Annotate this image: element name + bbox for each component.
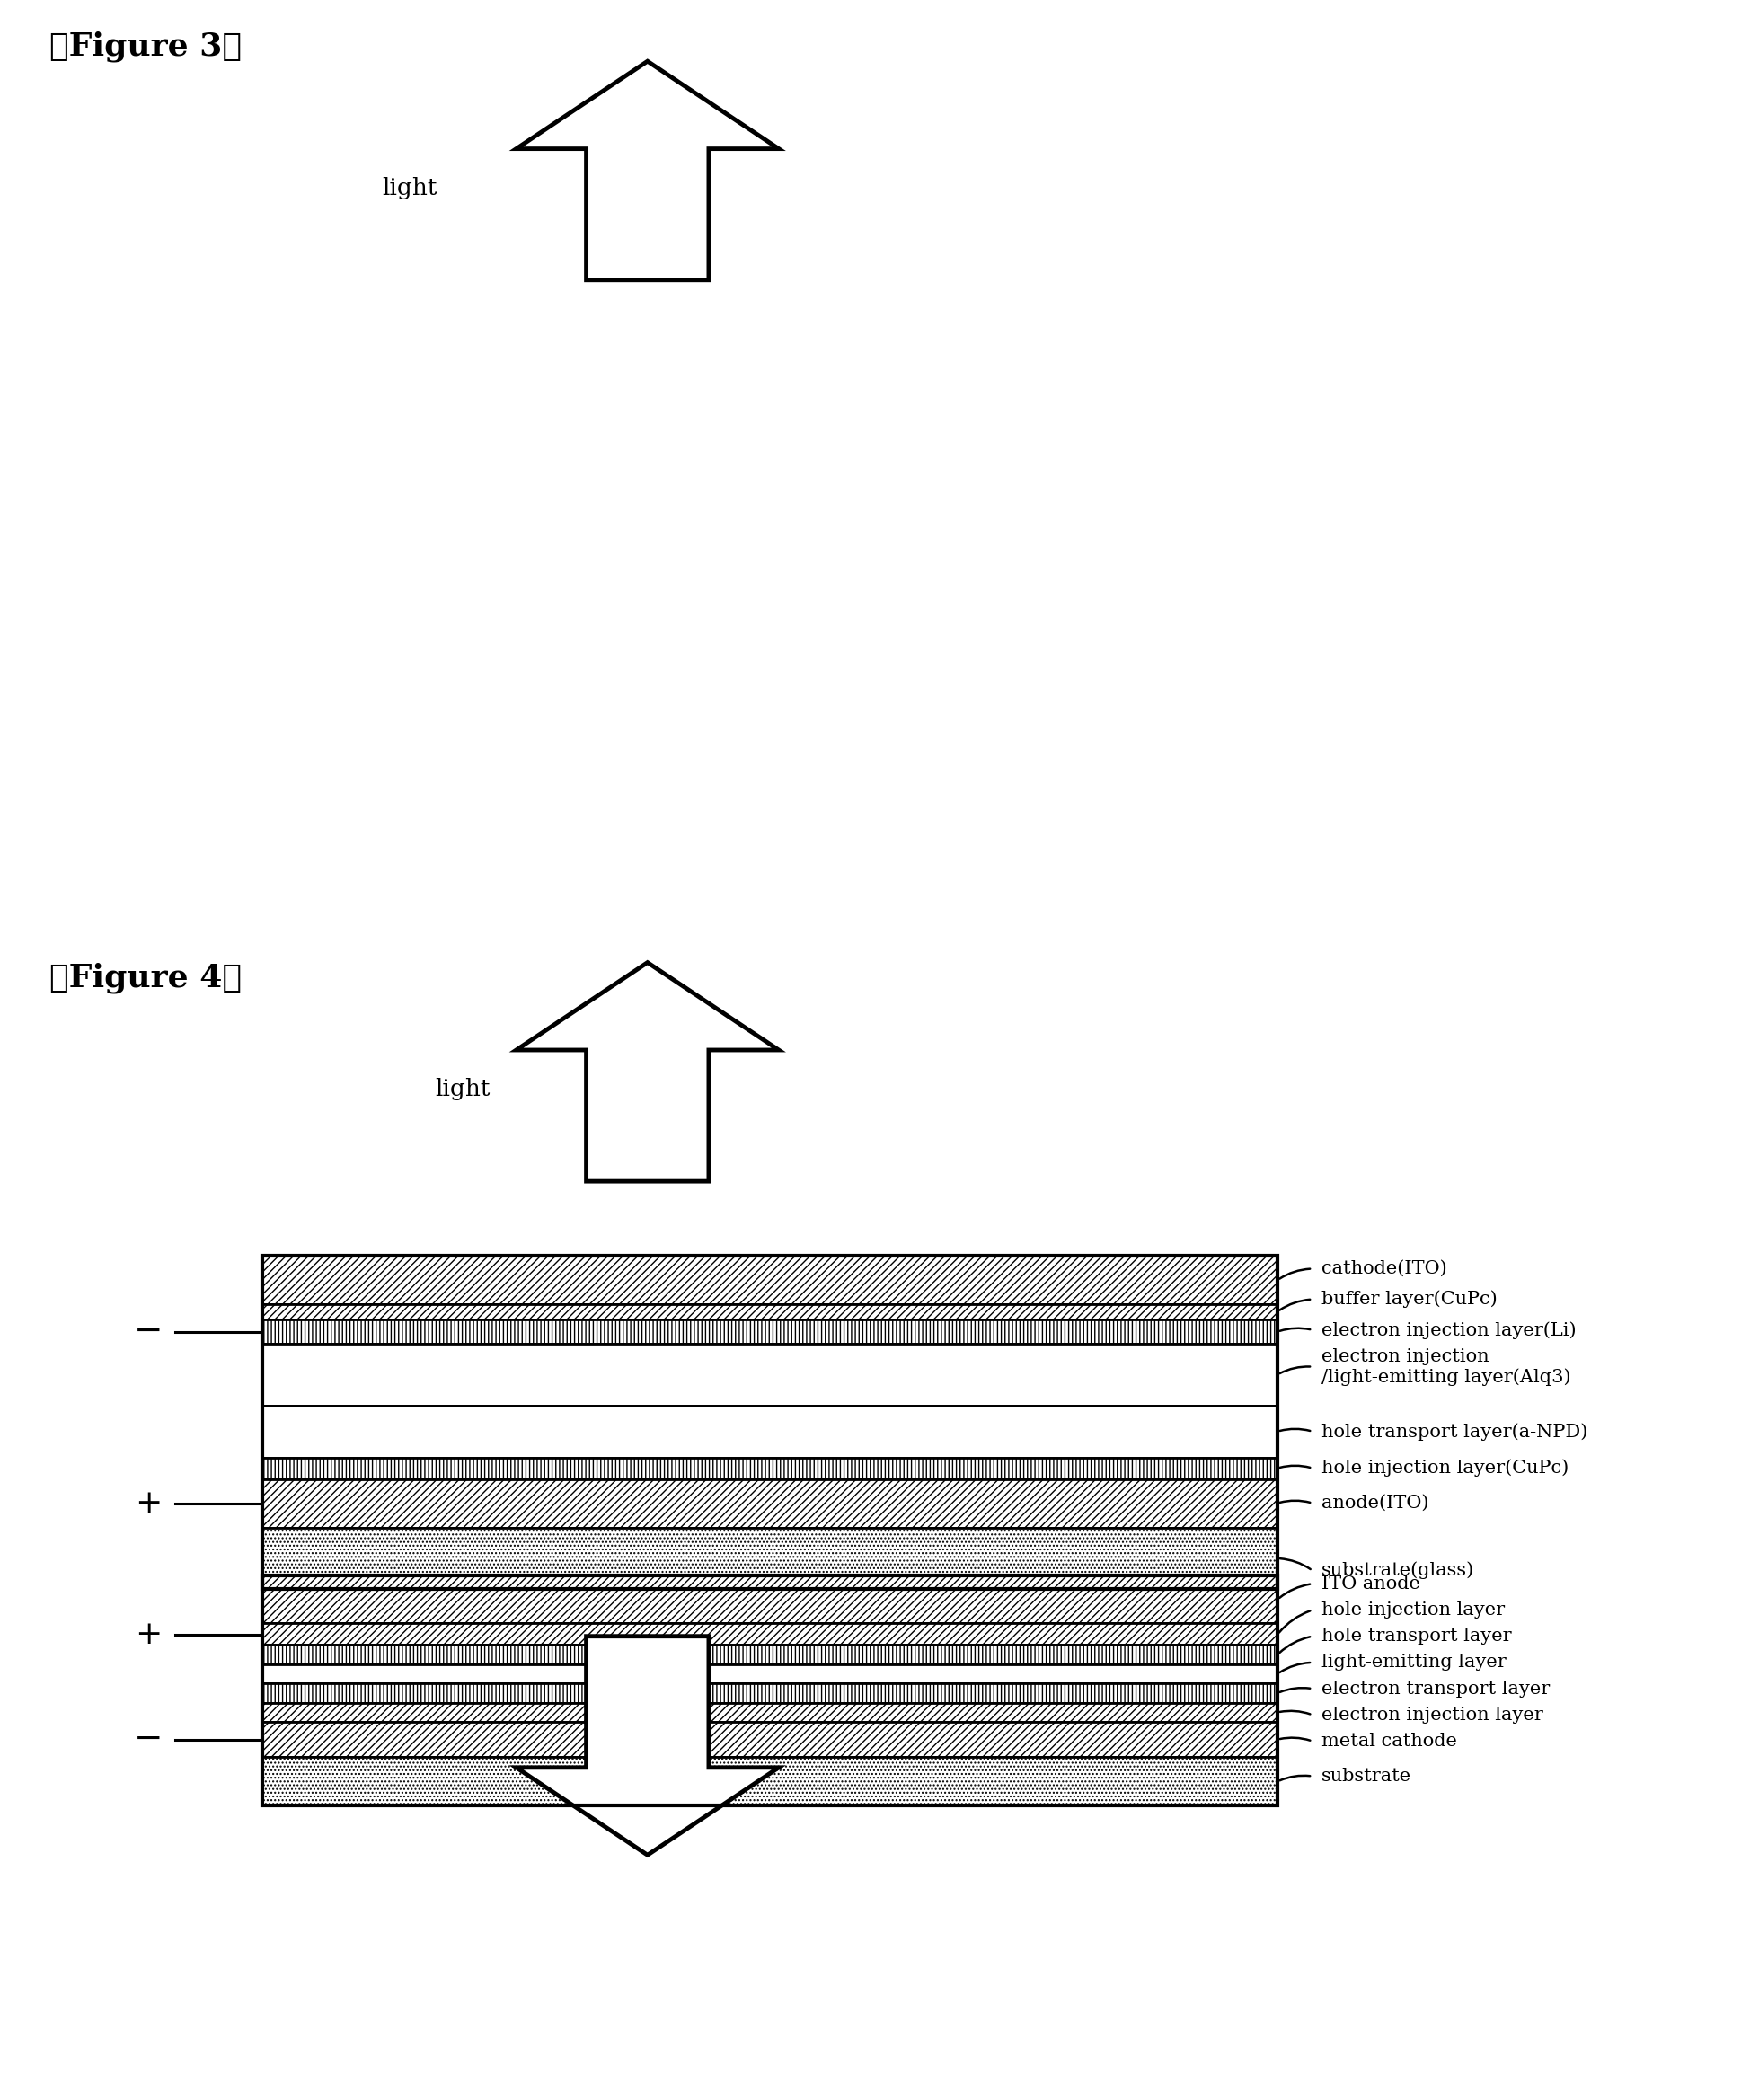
Text: anode(ITO): anode(ITO) — [1321, 1495, 1428, 1512]
Polygon shape — [516, 61, 779, 279]
Text: light: light — [382, 176, 438, 200]
Text: ITO anode: ITO anode — [1321, 1575, 1419, 1592]
Bar — [262, 1623, 1278, 1644]
Bar — [262, 1405, 1278, 1457]
Bar — [262, 1703, 1278, 1722]
Text: substrate: substrate — [1321, 1768, 1411, 1785]
Bar — [262, 1344, 1278, 1405]
Text: light-emitting layer: light-emitting layer — [1321, 1655, 1507, 1672]
Bar — [262, 1665, 1278, 1684]
Bar — [262, 1529, 1278, 1590]
Text: hole transport layer: hole transport layer — [1321, 1628, 1512, 1644]
Text: buffer layer(CuPc): buffer layer(CuPc) — [1321, 1291, 1496, 1308]
Text: hole injection layer(CuPc): hole injection layer(CuPc) — [1321, 1459, 1568, 1476]
Bar — [262, 1256, 1278, 1590]
Bar — [262, 1304, 1278, 1319]
Text: metal cathode: metal cathode — [1321, 1732, 1456, 1749]
Text: electron injection layer: electron injection layer — [1321, 1707, 1544, 1724]
Text: 「Figure 3」: 「Figure 3」 — [49, 32, 242, 61]
Polygon shape — [516, 1636, 779, 1854]
Text: substrate(glass): substrate(glass) — [1321, 1562, 1474, 1579]
Text: hole injection layer: hole injection layer — [1321, 1602, 1505, 1619]
Bar — [262, 1575, 1278, 1806]
Text: −: − — [135, 1315, 163, 1348]
Bar — [262, 1758, 1278, 1806]
Bar — [262, 1480, 1278, 1529]
Text: electron injection
/light-emitting layer(Alq3): electron injection /light-emitting layer… — [1321, 1348, 1572, 1386]
Text: 「Figure 4」: 「Figure 4」 — [49, 962, 242, 993]
Text: hole transport layer(a-NPD): hole transport layer(a-NPD) — [1321, 1422, 1587, 1441]
Bar — [262, 1722, 1278, 1758]
Bar — [262, 1684, 1278, 1703]
Bar — [262, 1457, 1278, 1480]
Bar — [262, 1575, 1278, 1623]
Bar — [262, 1319, 1278, 1344]
Text: +: + — [135, 1489, 163, 1518]
Text: cathode(ITO): cathode(ITO) — [1321, 1260, 1447, 1277]
Text: −: − — [135, 1722, 163, 1756]
Polygon shape — [516, 962, 779, 1180]
Text: electron transport layer: electron transport layer — [1321, 1680, 1551, 1697]
Bar — [262, 1256, 1278, 1304]
Bar — [262, 1644, 1278, 1663]
Text: light: light — [928, 1682, 984, 1705]
Text: +: + — [135, 1619, 163, 1651]
Text: electron injection layer(Li): electron injection layer(Li) — [1321, 1321, 1577, 1340]
Text: light: light — [434, 1077, 490, 1100]
